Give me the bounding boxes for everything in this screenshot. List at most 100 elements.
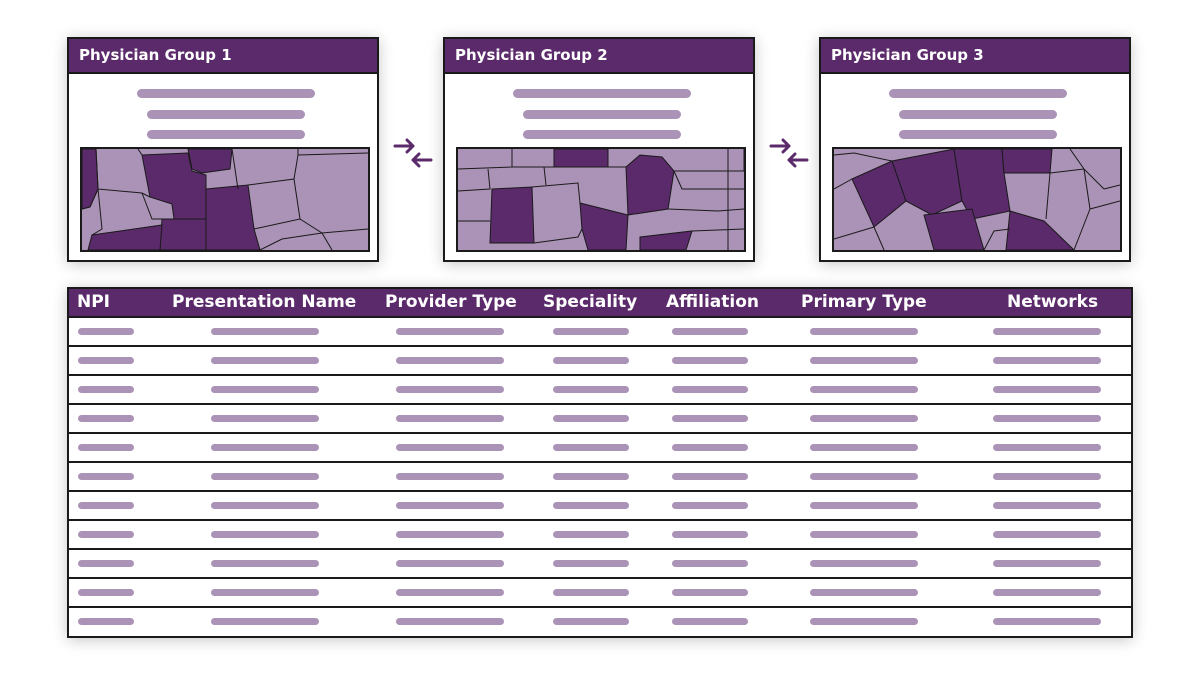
table-row[interactable] — [69, 521, 1131, 550]
cell-placeholder — [993, 386, 1101, 393]
column-header-affiliation[interactable]: Affiliation — [666, 292, 759, 312]
cell-placeholder — [78, 328, 134, 335]
cell-placeholder — [396, 386, 504, 393]
county-map — [80, 147, 370, 252]
physician-group-card-3[interactable]: Physician Group 3 — [819, 37, 1131, 262]
table-header: NPI Presentation Name Provider Type Spec… — [69, 289, 1131, 318]
cell-placeholder — [396, 357, 504, 364]
table-row[interactable] — [69, 492, 1131, 521]
cell-placeholder — [553, 560, 629, 567]
cell-placeholder — [211, 357, 319, 364]
cell-placeholder — [672, 386, 748, 393]
cell-placeholder — [672, 589, 748, 596]
cell-placeholder — [553, 444, 629, 451]
cell-placeholder — [553, 473, 629, 480]
physician-group-card-1[interactable]: Physician Group 1 — [67, 37, 379, 262]
cell-placeholder — [553, 502, 629, 509]
swap-arrows-icon — [393, 138, 433, 168]
column-header-presentation-name[interactable]: Presentation Name — [172, 292, 357, 312]
cell-placeholder — [211, 618, 319, 625]
cell-placeholder — [672, 473, 748, 480]
cell-placeholder — [78, 415, 134, 422]
cell-placeholder — [211, 473, 319, 480]
cell-placeholder — [396, 328, 504, 335]
cell-placeholder — [211, 415, 319, 422]
table-row[interactable] — [69, 405, 1131, 434]
cell-placeholder — [78, 618, 134, 625]
county-map — [832, 147, 1122, 252]
cell-placeholder — [396, 502, 504, 509]
cell-placeholder — [211, 386, 319, 393]
column-header-provider-type[interactable]: Provider Type — [385, 292, 517, 312]
cell-placeholder — [993, 589, 1101, 596]
physician-group-card-2[interactable]: Physician Group 2 — [443, 37, 755, 262]
cell-placeholder — [810, 386, 918, 393]
cell-placeholder — [211, 328, 319, 335]
table-row[interactable] — [69, 579, 1131, 608]
cell-placeholder — [396, 618, 504, 625]
cell-placeholder — [553, 618, 629, 625]
cell-placeholder — [78, 386, 134, 393]
table-row[interactable] — [69, 550, 1131, 579]
cell-placeholder — [78, 357, 134, 364]
table-row[interactable] — [69, 376, 1131, 405]
cell-placeholder — [553, 531, 629, 538]
cell-placeholder — [810, 473, 918, 480]
text-placeholder-line — [899, 130, 1057, 139]
cell-placeholder — [993, 531, 1101, 538]
table-row[interactable] — [69, 608, 1131, 637]
table-row[interactable] — [69, 463, 1131, 492]
cell-placeholder — [810, 618, 918, 625]
table-row[interactable] — [69, 434, 1131, 463]
cell-placeholder — [553, 415, 629, 422]
cell-placeholder — [211, 589, 319, 596]
text-placeholder-line — [147, 130, 305, 139]
swap-arrows-icon — [769, 138, 809, 168]
cell-placeholder — [672, 618, 748, 625]
cell-placeholder — [810, 531, 918, 538]
text-placeholder-line — [523, 130, 681, 139]
cell-placeholder — [211, 531, 319, 538]
cell-placeholder — [810, 560, 918, 567]
cell-placeholder — [396, 531, 504, 538]
cell-placeholder — [993, 560, 1101, 567]
cell-placeholder — [396, 444, 504, 451]
cell-placeholder — [78, 560, 134, 567]
cell-placeholder — [672, 560, 748, 567]
cell-placeholder — [78, 502, 134, 509]
cell-placeholder — [672, 415, 748, 422]
cell-placeholder — [396, 473, 504, 480]
cell-placeholder — [672, 328, 748, 335]
cell-placeholder — [396, 415, 504, 422]
cell-placeholder — [672, 531, 748, 538]
table-row[interactable] — [69, 347, 1131, 376]
cell-placeholder — [810, 328, 918, 335]
cell-placeholder — [78, 531, 134, 538]
cell-placeholder — [672, 444, 748, 451]
column-header-npi[interactable]: NPI — [77, 292, 111, 312]
group-title: Physician Group 2 — [445, 39, 753, 74]
cell-placeholder — [553, 328, 629, 335]
cell-placeholder — [211, 502, 319, 509]
cell-placeholder — [211, 560, 319, 567]
cell-placeholder — [993, 618, 1101, 625]
group-title: Physician Group 3 — [821, 39, 1129, 74]
cell-placeholder — [672, 502, 748, 509]
cell-placeholder — [993, 502, 1101, 509]
cell-placeholder — [993, 473, 1101, 480]
cell-placeholder — [810, 502, 918, 509]
cell-placeholder — [993, 444, 1101, 451]
column-header-primary-type[interactable]: Primary Type — [801, 292, 927, 312]
cell-placeholder — [993, 328, 1101, 335]
column-header-speciality[interactable]: Speciality — [543, 292, 638, 312]
table-row[interactable] — [69, 318, 1131, 347]
text-placeholder-line — [889, 89, 1067, 98]
column-header-networks[interactable]: Networks — [1007, 292, 1099, 312]
cell-placeholder — [211, 444, 319, 451]
cell-placeholder — [78, 589, 134, 596]
text-placeholder-line — [147, 110, 305, 119]
cell-placeholder — [810, 357, 918, 364]
cell-placeholder — [993, 415, 1101, 422]
group-title: Physician Group 1 — [69, 39, 377, 74]
cell-placeholder — [810, 444, 918, 451]
